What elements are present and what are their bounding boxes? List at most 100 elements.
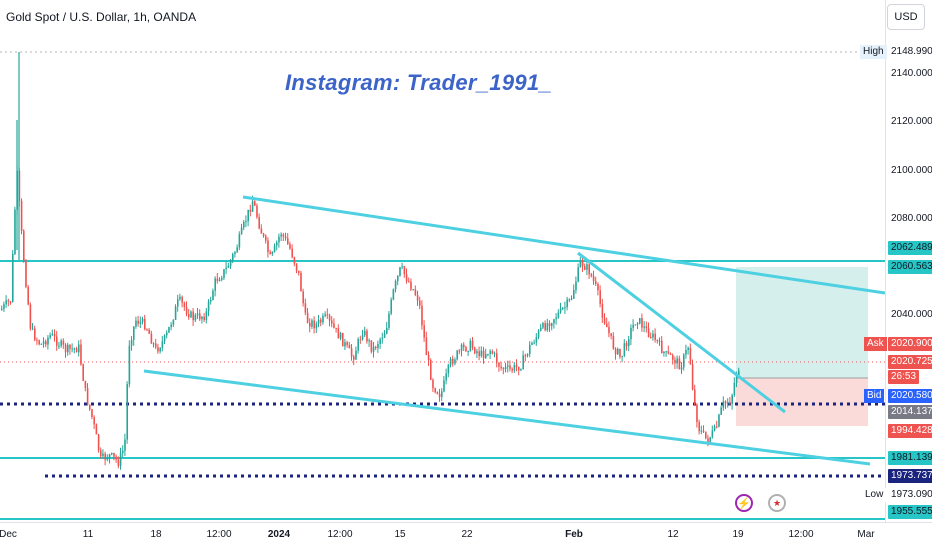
support-label-1: 1981.139 xyxy=(888,451,932,465)
us-flag-icon[interactable]: ★ xyxy=(768,494,786,512)
candle-body xyxy=(381,337,384,340)
candle-body xyxy=(320,319,322,323)
candle-body xyxy=(698,421,700,432)
candle-body xyxy=(441,391,443,397)
profit-target-zone xyxy=(736,267,868,378)
candle-body xyxy=(80,344,82,365)
candle-body xyxy=(650,336,652,338)
candle-body xyxy=(262,233,265,236)
candle-body xyxy=(361,335,364,340)
candle-body xyxy=(45,341,47,345)
candle-body xyxy=(408,281,410,283)
candle-body xyxy=(295,263,298,271)
candle-body xyxy=(584,266,586,270)
candle-body xyxy=(531,343,533,345)
candle-body xyxy=(689,347,692,365)
candle-body xyxy=(705,431,707,439)
candle-body xyxy=(106,458,109,460)
candle-body xyxy=(240,227,243,235)
price-axis[interactable]: 2140.000 2120.000 2100.000 2080.000 2040… xyxy=(885,0,932,522)
candle-body xyxy=(632,324,634,328)
candle-body xyxy=(447,364,450,374)
candle-body xyxy=(727,402,729,404)
candle-body xyxy=(346,342,348,345)
candle-body xyxy=(537,330,540,338)
candle-body xyxy=(711,430,714,438)
candle-body xyxy=(683,354,685,368)
candle-body xyxy=(254,201,256,206)
candle-body xyxy=(146,329,148,331)
candle-body xyxy=(592,276,595,282)
candle-body xyxy=(639,318,641,324)
candle-body xyxy=(421,305,423,326)
candle-body xyxy=(280,234,282,237)
candle-body xyxy=(1,308,3,310)
candle-body xyxy=(696,404,698,422)
candle-body xyxy=(581,261,584,267)
candle-body xyxy=(573,290,575,299)
candle-body xyxy=(630,327,632,340)
candle-body xyxy=(161,341,164,349)
candle-body xyxy=(377,344,379,348)
candle-body xyxy=(612,335,615,349)
candle-body xyxy=(401,266,403,268)
candle-body xyxy=(658,340,661,342)
candle-body xyxy=(201,316,203,320)
candle-body xyxy=(23,230,25,262)
candle-body xyxy=(438,393,441,397)
candle-body xyxy=(331,320,333,324)
candle-body xyxy=(313,320,315,329)
time-label-22: 22 xyxy=(461,529,473,540)
candle-body xyxy=(247,209,249,222)
candle-body xyxy=(133,326,135,340)
candle-body xyxy=(104,453,106,460)
candle-body xyxy=(694,389,696,405)
candle-body xyxy=(456,350,458,360)
candle-body xyxy=(14,209,16,255)
candle-body xyxy=(564,307,566,309)
stop-loss-zone xyxy=(736,378,868,426)
candle-body xyxy=(460,344,463,351)
candle-body xyxy=(625,343,628,347)
candle-body xyxy=(119,453,122,466)
candle-body xyxy=(458,350,461,352)
candle-body xyxy=(324,314,326,316)
time-axis[interactable]: Dec 11 18 12:00 2024 12:00 15 22 Feb 12 … xyxy=(0,522,932,550)
candle-body xyxy=(218,279,221,281)
support-label-2: 1973.737 xyxy=(888,469,932,483)
candle-body xyxy=(60,340,62,346)
candle-body xyxy=(91,409,93,418)
candle-body xyxy=(586,264,588,270)
chart-pane[interactable]: Gold Spot / U.S. Dollar, 1h, OANDA Insta… xyxy=(0,0,885,522)
lower-channel-trendline xyxy=(143,369,871,466)
candle-body xyxy=(117,459,120,466)
candle-body xyxy=(669,353,672,356)
candle-body xyxy=(617,348,619,355)
candle-body xyxy=(245,221,247,223)
candle-body xyxy=(533,342,535,344)
low-price-label: 1973.090 xyxy=(888,488,932,502)
candle-body xyxy=(249,209,252,212)
time-label-11: 11 xyxy=(82,529,94,540)
candle-body xyxy=(256,205,258,218)
price-chart[interactable] xyxy=(0,0,885,522)
candle-body xyxy=(212,290,214,300)
candle-body xyxy=(652,333,654,338)
candle-body xyxy=(210,299,212,302)
lightning-icon[interactable]: ⚡ xyxy=(735,494,753,512)
candle-body xyxy=(128,345,131,385)
candle-body xyxy=(9,301,12,303)
candle-body xyxy=(724,401,727,404)
candle-body xyxy=(315,323,318,329)
candle-body xyxy=(452,358,454,364)
candle-body xyxy=(42,341,45,344)
candle-body xyxy=(53,333,56,337)
candle-body xyxy=(3,304,5,309)
candle-body xyxy=(260,228,263,234)
resistance-label-1: 2062.489 xyxy=(888,241,932,255)
currency-button[interactable]: USD xyxy=(887,4,925,30)
candle-body xyxy=(434,388,436,393)
high-tag: High xyxy=(860,45,887,59)
candle-body xyxy=(289,244,291,249)
candle-body xyxy=(38,340,40,345)
